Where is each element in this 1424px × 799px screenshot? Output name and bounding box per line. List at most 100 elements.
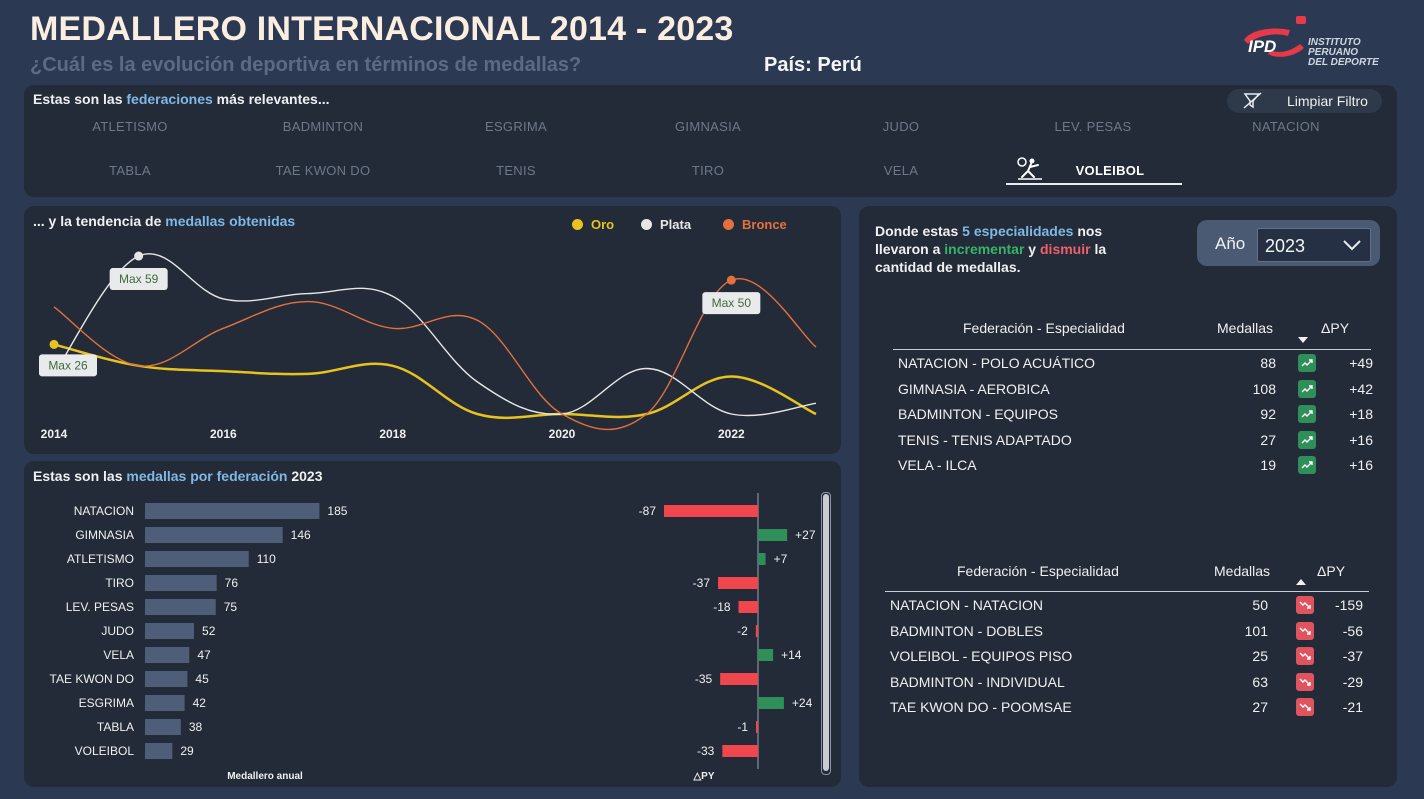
- delta-value-vela: +14: [781, 648, 802, 662]
- federation-badminton[interactable]: BADMINTON: [282, 119, 364, 134]
- delta-value-natacion: -87: [639, 504, 657, 518]
- legend-oro[interactable]: Oro: [572, 217, 614, 232]
- delta-bar-voleibol[interactable]: [722, 745, 758, 757]
- year-dropdown[interactable]: 2023: [1257, 228, 1371, 262]
- top-col-medals[interactable]: Medallas: [1217, 320, 1274, 336]
- bar-tiro[interactable]: [145, 575, 217, 591]
- line-plata: [53, 253, 817, 417]
- bar-tae-kwon-do[interactable]: [145, 671, 188, 687]
- top-row-2-name: BADMINTON - EQUIPOS: [898, 406, 1058, 423]
- bar-label-atletismo: ATLETISMO: [67, 552, 134, 566]
- bar-value-judo: 52: [202, 624, 216, 638]
- federation-judo[interactable]: JUDO: [882, 119, 920, 134]
- top-row-4-delta: +16: [1349, 457, 1373, 474]
- line-bronce: [53, 278, 817, 431]
- sort-asc-icon[interactable]: [1295, 578, 1307, 586]
- federation-esgrima[interactable]: ESGRIMA: [484, 119, 548, 134]
- federation-atletismo[interactable]: ATLETISMO: [92, 119, 168, 134]
- bottom-row-0-delta: -159: [1334, 597, 1363, 613]
- delta-bar-tabla[interactable]: [756, 721, 758, 733]
- x-tick-2014: 2014: [41, 427, 68, 441]
- top-row-4-name: VELA - ILCA: [898, 457, 977, 474]
- bottom-col-federation[interactable]: Federación - Especialidad: [957, 563, 1119, 579]
- delta-xlabel: △PY: [692, 771, 714, 782]
- top-col-delta[interactable]: ΔPY: [1321, 320, 1350, 336]
- bottom-col-medals[interactable]: Medallas: [1214, 563, 1271, 579]
- delta-bar-natacion[interactable]: [664, 505, 758, 517]
- delta-bar-judo[interactable]: [755, 625, 758, 637]
- medals-by-federation-chart: NATACION 185 GIMNASIA 146 ATLETISMO 110 TIRO 76…: [50, 493, 816, 782]
- line-oro: [53, 343, 817, 420]
- federation-tiro[interactable]: TIRO: [691, 163, 725, 178]
- logo-line-3: DEL DEPORTE: [1308, 57, 1379, 68]
- top-col-federation[interactable]: Federación - Especialidad: [963, 320, 1125, 336]
- delta-value-judo: -2: [737, 624, 748, 638]
- bar-lev-pesas[interactable]: [145, 599, 216, 615]
- bar-vela[interactable]: [145, 647, 190, 663]
- bars-panel: Estas son las medallas por federación 20…: [24, 461, 841, 787]
- delta-value-tiro: -37: [693, 576, 711, 590]
- page-subtitle: ¿Cuál es la evolución deportiva en térmi…: [30, 54, 582, 76]
- federation-tabla[interactable]: TABLA: [109, 163, 151, 178]
- delta-bar-lev-pesas[interactable]: [738, 601, 758, 613]
- bar-label-tae-kwon-do: TAE KWON DO: [50, 672, 134, 686]
- x-tick-2018: 2018: [379, 427, 406, 441]
- bottom-table-divider: [885, 591, 1369, 592]
- delta-value-tabla: -1: [737, 720, 748, 734]
- delta-bar-tae-kwon-do[interactable]: [720, 673, 758, 685]
- bottom-row-4-delta: -21: [1342, 699, 1363, 716]
- bottom-col-delta[interactable]: ΔPY: [1317, 563, 1346, 579]
- bar-label-natacion: NATACION: [74, 504, 134, 518]
- sort-desc-icon[interactable]: [1297, 336, 1309, 344]
- bars-xlabel: Medallero anual: [227, 771, 303, 782]
- delta-value-voleibol: -33: [697, 744, 715, 758]
- bottom-row-3-medals: 63: [1252, 673, 1268, 690]
- delta-bar-atletismo[interactable]: [758, 553, 766, 565]
- top-row-1-delta: +42: [1349, 380, 1373, 397]
- max-label-box-bronce: [702, 292, 761, 315]
- top-row-2-medals: 92: [1260, 406, 1276, 423]
- federation-vela[interactable]: VELA: [883, 163, 919, 178]
- max-marker-oro: [49, 339, 59, 349]
- clear-filter-button[interactable]: Limpiar Filtro: [1227, 89, 1382, 113]
- top-row-0-name: NATACION - POLO ACUÁTICO: [898, 355, 1096, 371]
- federation-lev-pesas[interactable]: LEV. PESAS: [1054, 119, 1132, 134]
- legend-bronce[interactable]: Bronce: [723, 217, 787, 232]
- trend-up-icon: [1298, 405, 1316, 424]
- delta-bar-tiro[interactable]: [718, 577, 758, 589]
- bar-label-tiro: TIRO: [105, 576, 134, 590]
- bar-esgrima[interactable]: [145, 695, 185, 711]
- federation-tae-kwon-do[interactable]: TAE KWON DO: [275, 163, 371, 178]
- delta-bar-gimnasia[interactable]: [758, 529, 788, 541]
- bar-value-vela: 47: [197, 648, 211, 662]
- max-marker-bronce: [726, 275, 736, 285]
- bars-scrollbar-thumb[interactable]: [823, 494, 829, 771]
- x-tick-2016: 2016: [210, 427, 237, 441]
- bar-label-voleibol: VOLEIBOL: [75, 744, 135, 758]
- bar-label-tabla: TABLA: [97, 720, 134, 734]
- federation-voleibol[interactable]: VOLEIBOL: [1075, 163, 1145, 178]
- bottom-row-4-medals: 27: [1252, 699, 1268, 716]
- bar-judo[interactable]: [145, 623, 195, 639]
- legend-plata-marker: [641, 219, 652, 230]
- bar-voleibol[interactable]: [145, 743, 173, 759]
- bottom-row-1-delta: -56: [1342, 622, 1363, 639]
- page-title: MEDALLERO INTERNACIONAL 2014 - 2023: [30, 10, 734, 48]
- bar-natacion[interactable]: [145, 503, 320, 519]
- delta-bar-esgrima[interactable]: [758, 697, 784, 709]
- bars-scrollbar[interactable]: [821, 492, 831, 775]
- delta-bar-vela[interactable]: [758, 649, 774, 661]
- federation-natacion[interactable]: NATACION: [1252, 119, 1320, 134]
- federation-gimnasia[interactable]: GIMNASIA: [675, 119, 741, 134]
- bar-tabla[interactable]: [145, 719, 181, 735]
- bar-atletismo[interactable]: [145, 551, 249, 567]
- top-row-2-delta: +18: [1349, 406, 1373, 423]
- bars-title: Estas son las medallas por federación 20…: [33, 468, 323, 484]
- federation-tenis[interactable]: TENIS: [496, 163, 536, 178]
- bar-gimnasia[interactable]: [145, 527, 283, 543]
- legend-plata[interactable]: Plata: [641, 217, 691, 232]
- bar-value-voleibol: 29: [180, 744, 194, 758]
- trend-down-icon: [1296, 672, 1314, 691]
- specialties-title: Donde estas 5 especialidades nos llevaro…: [875, 223, 1107, 275]
- bar-value-tiro: 76: [225, 576, 239, 590]
